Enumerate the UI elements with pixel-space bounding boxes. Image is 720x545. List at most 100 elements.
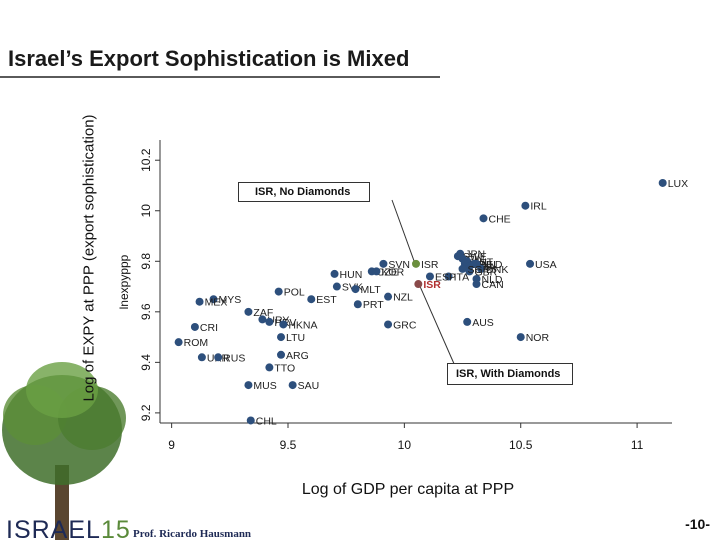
data-label-tto: TTO <box>274 362 295 374</box>
data-point-mex <box>195 297 204 306</box>
data-label-isr: ISR <box>421 259 439 271</box>
data-label-mus: MUS <box>253 380 276 392</box>
data-point-ltu <box>277 333 286 342</box>
data-point-nzl <box>384 292 393 301</box>
data-label-mys: MYS <box>219 294 242 306</box>
data-point-hrv <box>265 317 274 326</box>
data-point-svk <box>332 282 341 291</box>
data-point-ury <box>258 315 267 324</box>
y-tick-label: 10 <box>139 204 153 218</box>
x-tick-label: 9 <box>168 438 175 452</box>
data-label-arg: ARG <box>286 350 309 362</box>
data-point-sgp <box>458 264 467 273</box>
data-label-jpn: JPN <box>465 249 485 261</box>
data-point-sau <box>288 381 297 390</box>
data-label-nld: NLD <box>482 274 503 286</box>
data-label-cri: CRI <box>200 322 218 334</box>
presenter-name: Prof. Ricardo Hausmann <box>133 528 252 540</box>
y-tick-label: 10.2 <box>139 148 153 172</box>
data-label-nor: NOR <box>526 332 550 344</box>
annotation-no-diamonds: ISR, No Diamonds <box>238 182 370 202</box>
data-label-irl: IRL <box>530 201 547 213</box>
data-point-che <box>479 214 488 223</box>
data-point-ukr <box>197 353 206 362</box>
y-tick-label: 9.8 <box>139 253 153 270</box>
data-label-prt: PRT <box>363 299 384 311</box>
data-label-mlt: MLT <box>360 284 381 296</box>
data-point-kor <box>372 267 381 276</box>
x-tick-label: 9.5 <box>280 438 297 452</box>
data-point-esp <box>425 272 434 281</box>
data-point-nor <box>516 333 525 342</box>
data-label-kor: KOR <box>381 266 404 278</box>
data-label-rom: ROM <box>184 337 209 349</box>
y-tick-label: 9.4 <box>139 354 153 371</box>
data-label-mex: MEX <box>205 297 228 309</box>
data-point-prt <box>353 300 362 309</box>
data-point-zaf <box>244 307 253 316</box>
data-label-gbr: GBR <box>475 266 498 278</box>
data-point-est <box>307 295 316 304</box>
data-label-esp: ESP <box>435 271 456 283</box>
connector-no-diamonds <box>391 199 415 261</box>
data-label-isr: ISR <box>423 279 441 291</box>
y-tick-label: 9.2 <box>139 404 153 421</box>
data-label-rus: RUS <box>223 352 245 364</box>
data-label-grc: GRC <box>393 319 417 331</box>
data-label-est: EST <box>316 294 337 306</box>
data-point-gbr <box>465 267 474 276</box>
data-point-nld <box>472 259 481 268</box>
data-label-nzl: NZL <box>393 292 413 304</box>
data-point-hkna <box>279 320 288 329</box>
data-label-zaf: ZAF <box>253 307 273 319</box>
data-label-lux: LUX <box>668 178 688 190</box>
x-tick-label: 10 <box>398 438 412 452</box>
data-point-aus <box>463 317 472 326</box>
data-label-cze: CZE <box>377 266 398 278</box>
data-label-usa: USA <box>535 259 557 271</box>
data-point-mus <box>244 381 253 390</box>
data-point-chl <box>246 416 255 425</box>
inner-y-axis-label: lnexpyppp <box>117 254 131 309</box>
data-label-aus: AUS <box>472 317 494 329</box>
footer-logo: ISRAEL15 <box>6 516 131 545</box>
data-label-hun: HUN <box>340 269 363 281</box>
data-point-rom <box>174 338 183 347</box>
data-point-mlt <box>351 285 360 294</box>
data-point-cri <box>190 322 199 331</box>
x-tick-label: 11 <box>631 438 644 452</box>
x-tick-label: 10.5 <box>509 438 533 452</box>
data-label-pol: POL <box>284 287 305 299</box>
data-label-svn: SVN <box>388 259 410 271</box>
data-label-sgp: SGP <box>468 264 490 276</box>
page-number: -10- <box>685 516 710 532</box>
logo-number: 15 <box>100 516 131 544</box>
data-point-grc <box>384 320 393 329</box>
data-point-rus <box>214 353 223 362</box>
data-label-nld: NLD <box>482 259 503 271</box>
data-point-usa <box>526 259 535 268</box>
data-label-ltu: LTU <box>286 332 305 344</box>
data-label-ita: ITA <box>454 271 470 283</box>
data-point-isr <box>414 280 423 289</box>
data-point-ita <box>444 272 453 281</box>
data-point-lux <box>658 178 667 187</box>
data-label-sau: SAU <box>298 380 320 392</box>
data-point-tto <box>265 363 274 372</box>
data-point-svn <box>379 259 388 268</box>
logo-text: ISRAEL <box>6 516 101 544</box>
data-point-mys <box>209 295 218 304</box>
data-point-dnk <box>477 264 486 273</box>
data-label-che: CHE <box>488 213 510 225</box>
x-axis-label: Log of GDP per capita at PPP <box>301 481 515 498</box>
title-divider <box>0 76 440 78</box>
slide-title: Israel’s Export Sophistication is Mixed <box>8 46 410 71</box>
tree-image <box>2 362 126 540</box>
annotation-with-diamonds: ISR, With Diamonds <box>447 363 573 385</box>
connector-with-diamonds <box>419 286 456 367</box>
data-point-hun <box>330 269 339 278</box>
data-point-pol <box>274 287 283 296</box>
data-label-chl: CHL <box>256 415 277 427</box>
data-point-isr <box>412 259 420 268</box>
